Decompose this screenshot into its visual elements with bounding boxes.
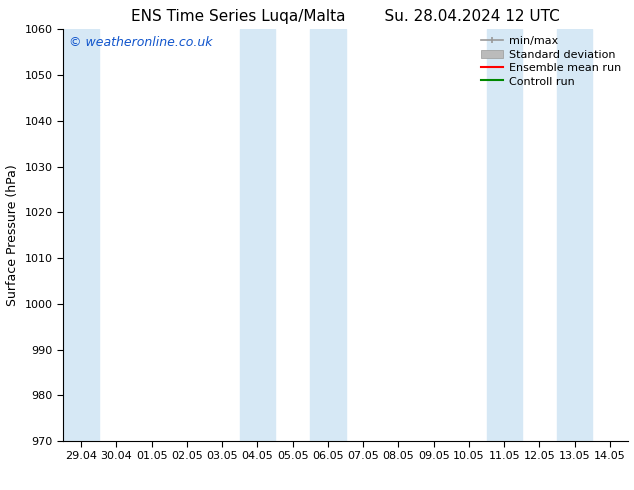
Legend: min/max, Standard deviation, Ensemble mean run, Controll run: min/max, Standard deviation, Ensemble me… <box>477 32 625 91</box>
Title: ENS Time Series Luqa/Malta        Su. 28.04.2024 12 UTC: ENS Time Series Luqa/Malta Su. 28.04.202… <box>131 9 560 24</box>
Bar <box>63 29 99 441</box>
Bar <box>487 29 522 441</box>
Text: © weatheronline.co.uk: © weatheronline.co.uk <box>69 36 212 49</box>
Y-axis label: Surface Pressure (hPa): Surface Pressure (hPa) <box>6 164 19 306</box>
Bar <box>310 29 346 441</box>
Bar <box>240 29 275 441</box>
Bar <box>557 29 592 441</box>
